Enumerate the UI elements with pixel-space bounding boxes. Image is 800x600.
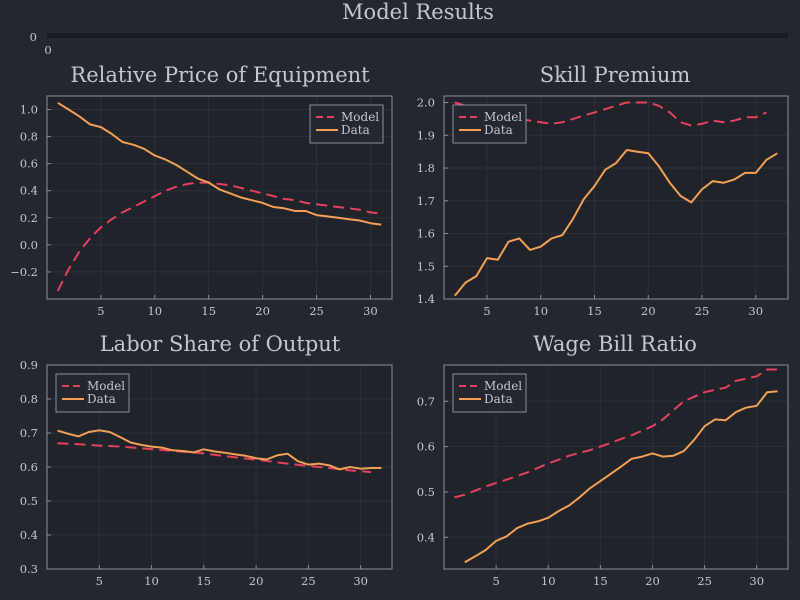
chart-3-title: Labor Share of Output bbox=[100, 332, 341, 356]
chart-2-x-tick-label: 30 bbox=[748, 304, 763, 318]
chart-1-legend-label-data: Data bbox=[341, 123, 370, 137]
chart-4-x-tick-label: 5 bbox=[492, 574, 499, 588]
header-strip: 0 0 bbox=[30, 30, 788, 57]
chart-4: Wage Bill Ratio 5 10 15 20 25 30 0.4 0.5 0.6 0.7 Mo… bbox=[417, 332, 789, 588]
chart-2: Skill Premium 5 10 15 20 25 30 1.4 1.5 1.6 1.7 1.8 1… bbox=[417, 63, 789, 318]
chart-1-x-tick-label: 10 bbox=[147, 304, 162, 318]
chart-1-y-tick-label: 0.8 bbox=[20, 130, 38, 144]
chart-1-legend-label-model: Model bbox=[341, 110, 379, 124]
chart-4-y-tick-label: 0.4 bbox=[417, 530, 435, 544]
chart-2-legend-label-data: Data bbox=[484, 123, 513, 137]
chart-panels: Relative Price of Equipment 5 10 15 20 25 30 −0… bbox=[10, 63, 789, 588]
chart-3-legend-label-model: Model bbox=[87, 379, 125, 393]
chart-3-x-tick-label: 5 bbox=[96, 574, 103, 588]
chart-4-series-model bbox=[454, 368, 778, 499]
chart-1-y-tick-label: 0.6 bbox=[20, 157, 38, 171]
chart-3: Labor Share of Output 5 10 15 20 25 30 0.3 0.4 0.… bbox=[20, 332, 393, 588]
chart-3-y-tick-label: 0.7 bbox=[20, 426, 38, 440]
chart-2-frame bbox=[443, 95, 789, 300]
chart-2-y-tick-label: 1.8 bbox=[417, 161, 435, 175]
chart-4-legend-box bbox=[452, 373, 527, 413]
chart-2-title: Skill Premium bbox=[540, 63, 691, 87]
chart-2-y-tick-label: 1.5 bbox=[417, 259, 435, 273]
chart-3-y-tick-label: 0.4 bbox=[20, 528, 38, 542]
chart-2-y-tick-label: 1.9 bbox=[417, 128, 435, 142]
chart-4-y-tick-label: 0.6 bbox=[417, 440, 435, 454]
header-strip-ytick: 0 bbox=[30, 30, 37, 44]
chart-4-legend-label-data: Data bbox=[484, 392, 513, 406]
chart-1-series-model bbox=[56, 181, 382, 292]
chart-2-x-tick-label: 15 bbox=[587, 304, 602, 318]
chart-4-x-tick-label: 10 bbox=[541, 574, 556, 588]
chart-4-x-tick-label: 15 bbox=[593, 574, 608, 588]
chart-2-x-tick-label: 5 bbox=[483, 304, 490, 318]
chart-3-series-data bbox=[57, 429, 382, 471]
chart-4-x-tick-label: 25 bbox=[697, 574, 712, 588]
chart-4-y-tick-label: 0.5 bbox=[417, 485, 435, 499]
chart-2-y-tick-label: 1.7 bbox=[417, 194, 435, 208]
chart-1-x-tick-label: 5 bbox=[97, 304, 104, 318]
chart-3-x-tick-label: 10 bbox=[144, 574, 159, 588]
header-strip-bar bbox=[47, 33, 788, 38]
chart-2-legend-label-model: Model bbox=[484, 110, 522, 124]
chart-4-series-data bbox=[464, 390, 778, 564]
chart-3-y-tick-label: 0.5 bbox=[20, 494, 38, 508]
chart-3-series-model bbox=[57, 442, 372, 474]
chart-2-y-tick-label: 1.6 bbox=[417, 227, 435, 241]
chart-1-y-tick-label: 0.0 bbox=[20, 238, 38, 252]
chart-3-y-tick-label: 0.8 bbox=[20, 392, 38, 406]
chart-1-y-tick-label: −0.2 bbox=[10, 265, 38, 279]
chart-1-x-tick-label: 20 bbox=[255, 304, 270, 318]
chart-2-y-tick-label: 2.0 bbox=[417, 96, 435, 110]
chart-1: Relative Price of Equipment 5 10 15 20 25 30 −0… bbox=[10, 63, 393, 318]
chart-4-x-tick-label: 20 bbox=[645, 574, 660, 588]
chart-2-series-data bbox=[454, 149, 778, 297]
chart-3-y-tick-label: 0.6 bbox=[20, 460, 38, 474]
chart-2-legend-box bbox=[452, 104, 527, 144]
chart-1-y-tick-label: 0.2 bbox=[20, 211, 38, 225]
chart-1-series-data bbox=[57, 101, 382, 226]
chart-4-frame bbox=[443, 364, 789, 570]
chart-2-x-tick-label: 20 bbox=[641, 304, 656, 318]
chart-1-y-tick-label: 1.0 bbox=[20, 103, 38, 117]
chart-4-legend-label-model: Model bbox=[484, 379, 522, 393]
figure-title: Model Results bbox=[342, 0, 494, 24]
chart-3-x-tick-label: 20 bbox=[249, 574, 264, 588]
header-strip-xtick: 0 bbox=[44, 43, 51, 57]
chart-1-y-tick-label: 0.4 bbox=[20, 184, 38, 198]
chart-4-title: Wage Bill Ratio bbox=[533, 332, 697, 356]
chart-4-y-tick-label: 0.7 bbox=[417, 394, 435, 408]
chart-3-x-tick-label: 25 bbox=[301, 574, 316, 588]
chart-2-y-tick-label: 1.4 bbox=[417, 292, 435, 306]
chart-2-x-tick-label: 25 bbox=[695, 304, 710, 318]
chart-1-legend-box bbox=[309, 104, 384, 144]
chart-3-legend-label-data: Data bbox=[87, 392, 116, 406]
chart-1-frame bbox=[46, 95, 393, 300]
chart-3-x-tick-label: 30 bbox=[353, 574, 368, 588]
chart-3-y-tick-label: 0.3 bbox=[20, 562, 38, 576]
chart-1-x-tick-label: 15 bbox=[201, 304, 216, 318]
chart-1-title: Relative Price of Equipment bbox=[70, 63, 370, 87]
chart-3-x-tick-label: 15 bbox=[196, 574, 211, 588]
chart-3-y-tick-label: 0.9 bbox=[20, 358, 38, 372]
chart-1-x-tick-label: 25 bbox=[309, 304, 324, 318]
chart-2-x-tick-label: 10 bbox=[533, 304, 548, 318]
chart-4-x-tick-label: 30 bbox=[749, 574, 764, 588]
chart-3-legend-box bbox=[55, 373, 130, 413]
chart-1-x-tick-label: 30 bbox=[363, 304, 378, 318]
